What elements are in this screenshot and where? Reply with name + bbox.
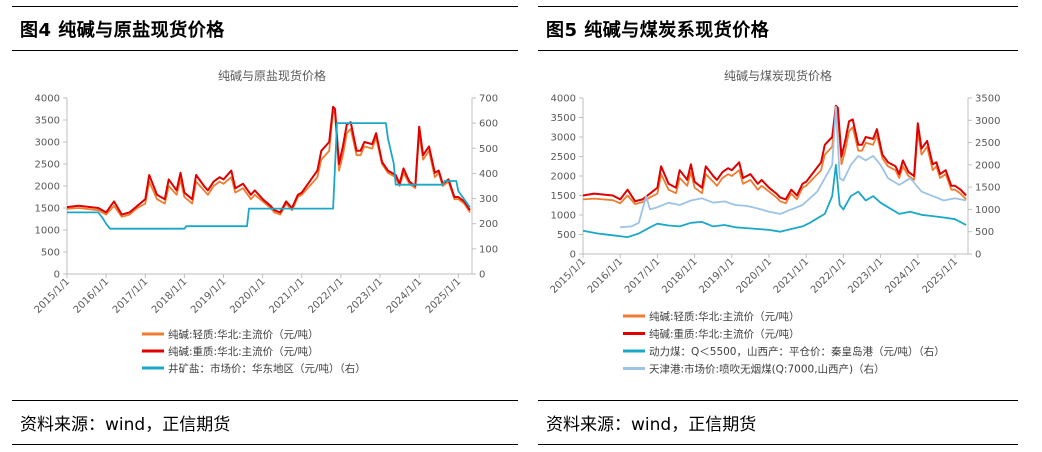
y-right-tick-label: 200 <box>479 219 498 230</box>
y-right-tick-label: 3000 <box>975 116 1000 127</box>
y-left-tick-label: 3000 <box>35 138 60 149</box>
y-right-tick-label: 400 <box>479 169 498 180</box>
x-tick-label: 2022/1/1 <box>809 256 849 296</box>
chart-title: 纯碱与原盐现货价格 <box>218 68 326 83</box>
title-rule <box>538 50 1018 51</box>
x-tick-label: 2019/1/1 <box>697 256 737 296</box>
figure-4-panel: 图4 纯碱与原盐现货价格 纯碱与原盐现货价格 0 500 1000 1500 2000 25… <box>12 0 518 452</box>
y-right-tick-label: 700 <box>479 94 498 105</box>
x-tick-label: 2023/1/1 <box>846 256 886 296</box>
x-tick-label: 2015/1/1 <box>33 276 73 316</box>
y-left-tick-label: 2000 <box>35 182 60 193</box>
series-line-2 <box>67 122 471 230</box>
y-left-tick-label: 2000 <box>551 172 576 183</box>
legend-label-0: 纯碱:轻质:华北:主流价（元/吨） <box>649 310 800 323</box>
legend-label-2: 动力煤：Q＜5500，山西产：平仓价：秦皇岛港（元/吨）（右） <box>649 345 945 358</box>
x-tick-label: 2019/1/1 <box>189 276 229 316</box>
title-rule <box>12 50 518 51</box>
x-tick-label: 2024/1/1 <box>883 256 923 296</box>
y-left-tick-label: 4000 <box>551 94 576 105</box>
y-right-tick-label: 300 <box>479 194 498 205</box>
x-tick-label: 2022/1/1 <box>306 276 346 316</box>
y-right-tick-label: 1500 <box>975 183 1000 194</box>
x-tick-label: 2016/1/1 <box>586 256 626 296</box>
y-right-tick-label: 0 <box>479 270 485 281</box>
bottom-rule <box>538 444 1018 445</box>
x-tick-label: 2025/1/1 <box>921 256 961 296</box>
y-right-tick-label: 3500 <box>975 94 1000 105</box>
y-left-tick-label: 1000 <box>35 226 60 237</box>
y-right-tick-label: 1000 <box>975 205 1000 216</box>
y-right-tick-label: 600 <box>479 119 498 130</box>
x-tick-label: 2018/1/1 <box>150 276 190 316</box>
figure-5-panel: 图5 纯碱与煤炭系现货价格 纯碱与煤炭现货价格 0 500 1000 1500 2000 2… <box>538 0 1018 452</box>
y-left-tick-label: 2500 <box>551 152 576 163</box>
legend-label-1: 纯碱:重质:华北:主流价（元/吨） <box>168 345 319 358</box>
figure-source: 资料来源：wind，正信期货 <box>546 415 757 435</box>
series-line-1 <box>66 105 471 216</box>
chart-soda-vs-salt: 纯碱与原盐现货价格0500100015002000250030003500400… <box>33 68 499 375</box>
chart-title: 纯碱与煤炭现货价格 <box>724 68 832 83</box>
series-line-1 <box>582 104 967 203</box>
y-left-tick-label: 1500 <box>35 204 60 215</box>
y-right-tick-label: 2500 <box>975 138 1000 149</box>
x-tick-label: 2015/1/1 <box>549 256 589 296</box>
source-rule <box>538 400 1018 401</box>
source-rule <box>12 400 518 401</box>
legend-label-3: 天津港:市场价:喷吹无烟煤(Q:7000,山西产)（右） <box>649 363 885 376</box>
y-left-tick-label: 1000 <box>551 211 576 222</box>
top-rule <box>538 6 1018 7</box>
legend-label-1: 纯碱:重质:华北:主流价（元/吨） <box>649 328 800 341</box>
series-line-2 <box>582 164 967 238</box>
figure-title: 图5 纯碱与煤炭系现货价格 <box>546 20 770 41</box>
chart-soda-vs-coal: 纯碱与煤炭现货价格 0 500 1000 1500 2000 2500 3000 3500 400… <box>549 68 1001 376</box>
y-right-tick-label: 500 <box>479 144 498 155</box>
x-tick-label: 2018/1/1 <box>660 256 700 296</box>
series-line-0 <box>66 110 471 218</box>
top-rule <box>12 6 518 7</box>
figure-source: 资料来源：wind，正信期货 <box>20 415 231 435</box>
legend-label-2: 井矿盐：市场价：华东地区（元/吨）（右） <box>168 362 366 375</box>
figure-title: 图4 纯碱与原盐现货价格 <box>20 20 225 41</box>
y-right-tick-label: 2000 <box>975 160 1000 171</box>
legend-label-0: 纯碱:轻质:华北:主流价（元/吨） <box>168 328 319 341</box>
x-tick-label: 2016/1/1 <box>72 276 112 316</box>
bottom-rule <box>12 444 518 445</box>
series-line-0 <box>582 110 967 205</box>
y-left-tick-label: 1500 <box>551 191 576 202</box>
y-left-tick-label: 2500 <box>35 160 60 171</box>
y-left-tick-label: 3500 <box>35 116 60 127</box>
y-left-tick-label: 500 <box>41 248 60 259</box>
y-left-tick-label: 3500 <box>551 113 576 124</box>
y-left-tick-label: 0 <box>54 270 60 281</box>
x-tick-label: 2024/1/1 <box>385 276 425 316</box>
y-right-tick-label: 0 <box>975 250 981 261</box>
x-tick-label: 2021/1/1 <box>772 256 812 296</box>
x-tick-label: 2020/1/1 <box>735 256 775 296</box>
x-tick-label: 2017/1/1 <box>111 276 151 316</box>
y-left-tick-label: 3000 <box>551 133 576 144</box>
series-line-3 <box>620 106 967 229</box>
y-left-tick-label: 0 <box>570 250 576 261</box>
x-tick-label: 2025/1/1 <box>424 276 464 316</box>
y-left-tick-label: 500 <box>557 230 576 241</box>
x-tick-label: 2017/1/1 <box>623 256 663 296</box>
x-tick-label: 2021/1/1 <box>267 276 307 316</box>
y-right-tick-label: 500 <box>975 227 994 238</box>
x-tick-label: 2020/1/1 <box>228 276 268 316</box>
y-left-tick-label: 4000 <box>35 94 60 105</box>
y-right-tick-label: 100 <box>479 244 498 255</box>
x-tick-label: 2023/1/1 <box>346 276 386 316</box>
